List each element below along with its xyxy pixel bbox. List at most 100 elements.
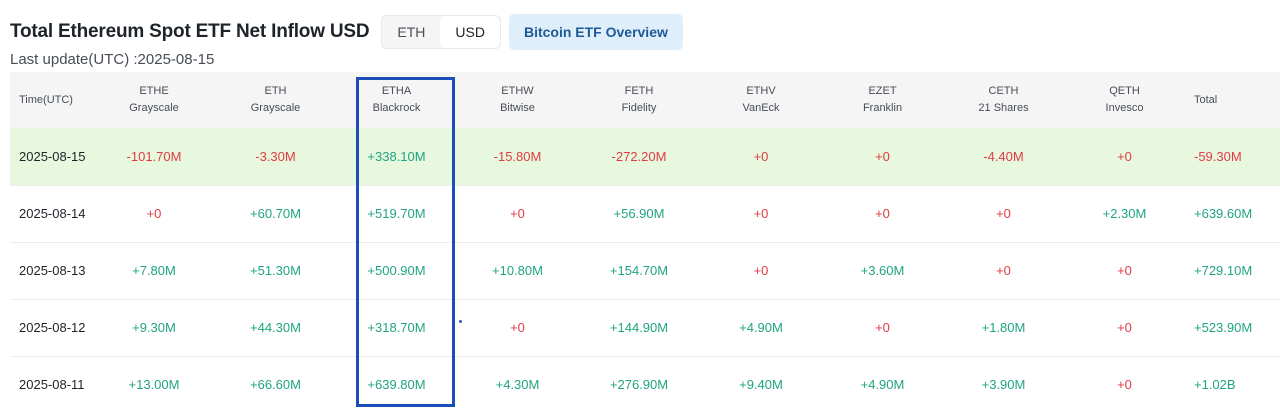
flow-cell: +1.02B	[1185, 356, 1280, 410]
column-header-ethe: ETHE Grayscale	[93, 72, 215, 128]
flow-cell: -101.70M	[93, 128, 215, 186]
flow-cell: +9.30M	[93, 299, 215, 357]
flow-cell: -4.40M	[943, 128, 1064, 186]
tab-eth[interactable]: ETH	[397, 24, 426, 40]
date-cell: 2025-08-13	[10, 242, 93, 300]
table-body: 2025-08-15 -101.70M -3.30M +338.10M -15.80M -…	[10, 128, 1280, 410]
page-title: Total Ethereum Spot ETF Net Inflow USD	[10, 21, 370, 42]
flow-cell: +7.80M	[93, 242, 215, 300]
flow-cell: +0	[700, 242, 822, 300]
column-issuer: Blackrock	[372, 102, 421, 114]
flow-cell: +0	[1064, 299, 1185, 357]
date-cell: 2025-08-15	[10, 128, 93, 186]
flow-cell: +144.90M	[578, 299, 700, 357]
column-code: ETHV	[746, 85, 776, 97]
table-row: 2025-08-14 +0 +60.70M +519.70M +0 +56.90M +0 +0…	[10, 185, 1280, 243]
flow-cell: +3.90M	[943, 356, 1064, 410]
flow-cell: +60.70M	[215, 185, 336, 243]
flow-cell: +276.90M	[578, 356, 700, 410]
column-header-total: Total	[1185, 72, 1280, 128]
flow-cell: +0	[1064, 128, 1185, 186]
tab-usd[interactable]: USD	[440, 16, 500, 48]
flow-cell: +318.70M	[336, 299, 457, 357]
flow-cell: +4.30M	[457, 356, 578, 410]
flow-cell: -59.30M	[1185, 128, 1280, 186]
column-code: FETH	[624, 85, 654, 97]
column-code: Time(UTC)	[19, 93, 73, 106]
last-update: Last update(UTC) :2025-08-15	[10, 51, 215, 68]
flow-cell: +639.60M	[1185, 185, 1280, 243]
flow-cell: +66.60M	[215, 356, 336, 410]
column-issuer: VanEck	[742, 102, 780, 114]
flow-cell: +1.80M	[943, 299, 1064, 357]
flow-cell: +0	[457, 185, 578, 243]
column-header-time-utc-: Time(UTC)	[10, 72, 93, 128]
column-code: EZET	[868, 85, 897, 97]
column-header-feth: FETH Fidelity	[578, 72, 700, 128]
header: Total Ethereum Spot ETF Net Inflow USD E…	[10, 12, 683, 52]
flow-cell: +639.80M	[336, 356, 457, 410]
column-code: Total	[1194, 93, 1218, 106]
etf-flow-table: Time(UTC) ETHE Grayscale ETH Grayscale ETHA Bl…	[10, 72, 1280, 410]
flow-cell: +0	[93, 185, 215, 243]
column-code: ETHW	[501, 85, 534, 97]
column-header-eth: ETH Grayscale	[215, 72, 336, 128]
column-issuer: Franklin	[862, 102, 903, 114]
flow-cell: +0	[943, 185, 1064, 243]
column-header-ethw: ETHW Bitwise	[457, 72, 578, 128]
bitcoin-etf-overview-button[interactable]: Bitcoin ETF Overview	[508, 14, 683, 50]
flow-cell: +4.90M	[700, 299, 822, 357]
column-issuer: Grayscale	[250, 102, 301, 114]
annotation-dot	[459, 320, 462, 323]
column-code: CETH	[988, 85, 1019, 97]
flow-cell: +2.30M	[1064, 185, 1185, 243]
flow-cell: +44.30M	[215, 299, 336, 357]
column-issuer: Invesco	[1105, 102, 1144, 114]
flow-cell: +3.60M	[822, 242, 943, 300]
flow-cell: +519.70M	[336, 185, 457, 243]
table-row: 2025-08-15 -101.70M -3.30M +338.10M -15.80M -…	[10, 128, 1280, 186]
table-row: 2025-08-12 +9.30M +44.30M +318.70M +0 +144.90…	[10, 299, 1280, 357]
flow-cell: +0	[1064, 356, 1185, 410]
column-issuer: Bitwise	[500, 102, 535, 114]
flow-cell: +0	[822, 185, 943, 243]
flow-cell: +338.10M	[336, 128, 457, 186]
column-header-ezet: EZET Franklin	[822, 72, 943, 128]
date-cell: 2025-08-14	[10, 185, 93, 243]
table-header-row: Time(UTC) ETHE Grayscale ETH Grayscale ETHA Bl…	[10, 72, 1280, 128]
flow-cell: -3.30M	[215, 128, 336, 186]
flow-cell: +0	[700, 128, 822, 186]
column-issuer: Fidelity	[621, 102, 657, 114]
column-code: ETH	[264, 85, 287, 97]
column-header-qeth: QETH Invesco	[1064, 72, 1185, 128]
flow-cell: +13.00M	[93, 356, 215, 410]
column-code: QETH	[1109, 85, 1140, 97]
flow-cell: -272.20M	[578, 128, 700, 186]
flow-cell: +523.90M	[1185, 299, 1280, 357]
flow-cell: +0	[822, 128, 943, 186]
column-code: ETHA	[381, 85, 412, 97]
flow-cell: +10.80M	[457, 242, 578, 300]
flow-cell: +0	[457, 299, 578, 357]
flow-cell: +56.90M	[578, 185, 700, 243]
flow-cell: +4.90M	[822, 356, 943, 410]
flow-cell: +0	[822, 299, 943, 357]
flow-cell: +500.90M	[336, 242, 457, 300]
flow-cell: +0	[1064, 242, 1185, 300]
column-header-ceth: CETH 21 Shares	[943, 72, 1064, 128]
flow-cell: +729.10M	[1185, 242, 1280, 300]
flow-cell: +9.40M	[700, 356, 822, 410]
column-issuer: 21 Shares	[978, 102, 1029, 114]
date-cell: 2025-08-12	[10, 299, 93, 357]
column-code: ETHE	[139, 85, 169, 97]
flow-cell: +0	[700, 185, 822, 243]
table-row: 2025-08-11 +13.00M +66.60M +639.80M +4.30M +2…	[10, 356, 1280, 410]
table-row: 2025-08-13 +7.80M +51.30M +500.90M +10.80M +1…	[10, 242, 1280, 300]
column-header-etha: ETHA Blackrock	[336, 72, 457, 128]
column-header-ethv: ETHV VanEck	[700, 72, 822, 128]
unit-toggle: ETH USD	[381, 15, 501, 49]
flow-cell: +0	[943, 242, 1064, 300]
flow-cell: -15.80M	[457, 128, 578, 186]
column-issuer: Grayscale	[129, 102, 179, 114]
flow-cell: +51.30M	[215, 242, 336, 300]
